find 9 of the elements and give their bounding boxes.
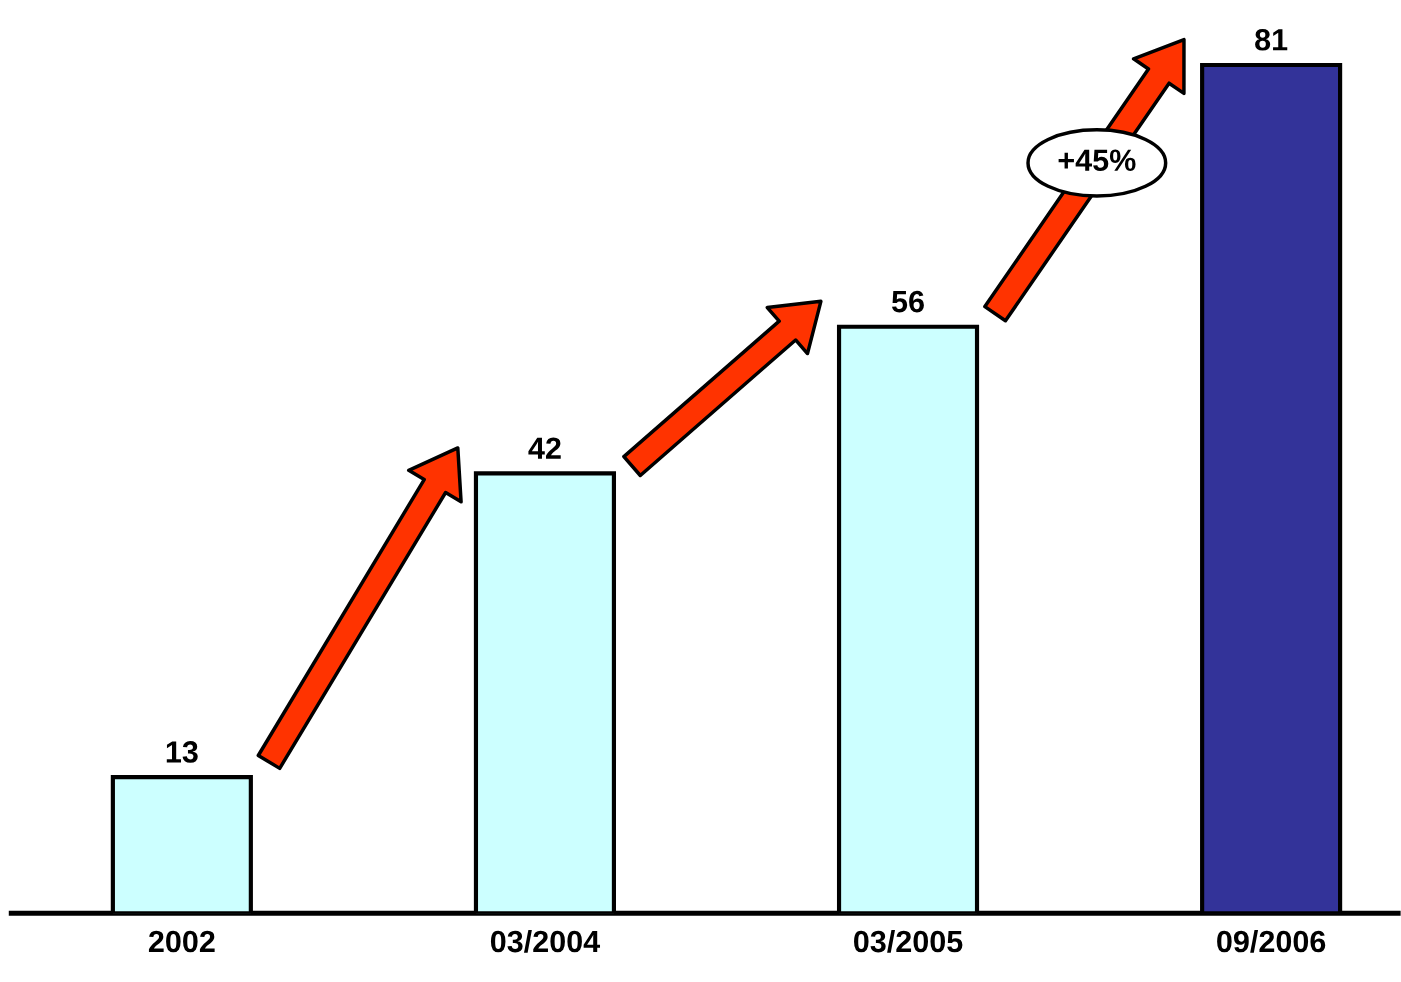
x-tick-label: 03/2004 xyxy=(490,929,601,953)
x-tick-label: 2002 xyxy=(148,930,215,953)
x-tick-label: 09/2006 xyxy=(1217,929,1326,953)
data-label: 81 xyxy=(1255,28,1288,51)
x-tick-label: 03/2005 xyxy=(854,929,963,953)
data-label: 56 xyxy=(891,290,924,313)
data-label: 13 xyxy=(166,741,198,763)
annotation: +45% xyxy=(1058,149,1136,172)
data-label: 42 xyxy=(528,437,561,459)
